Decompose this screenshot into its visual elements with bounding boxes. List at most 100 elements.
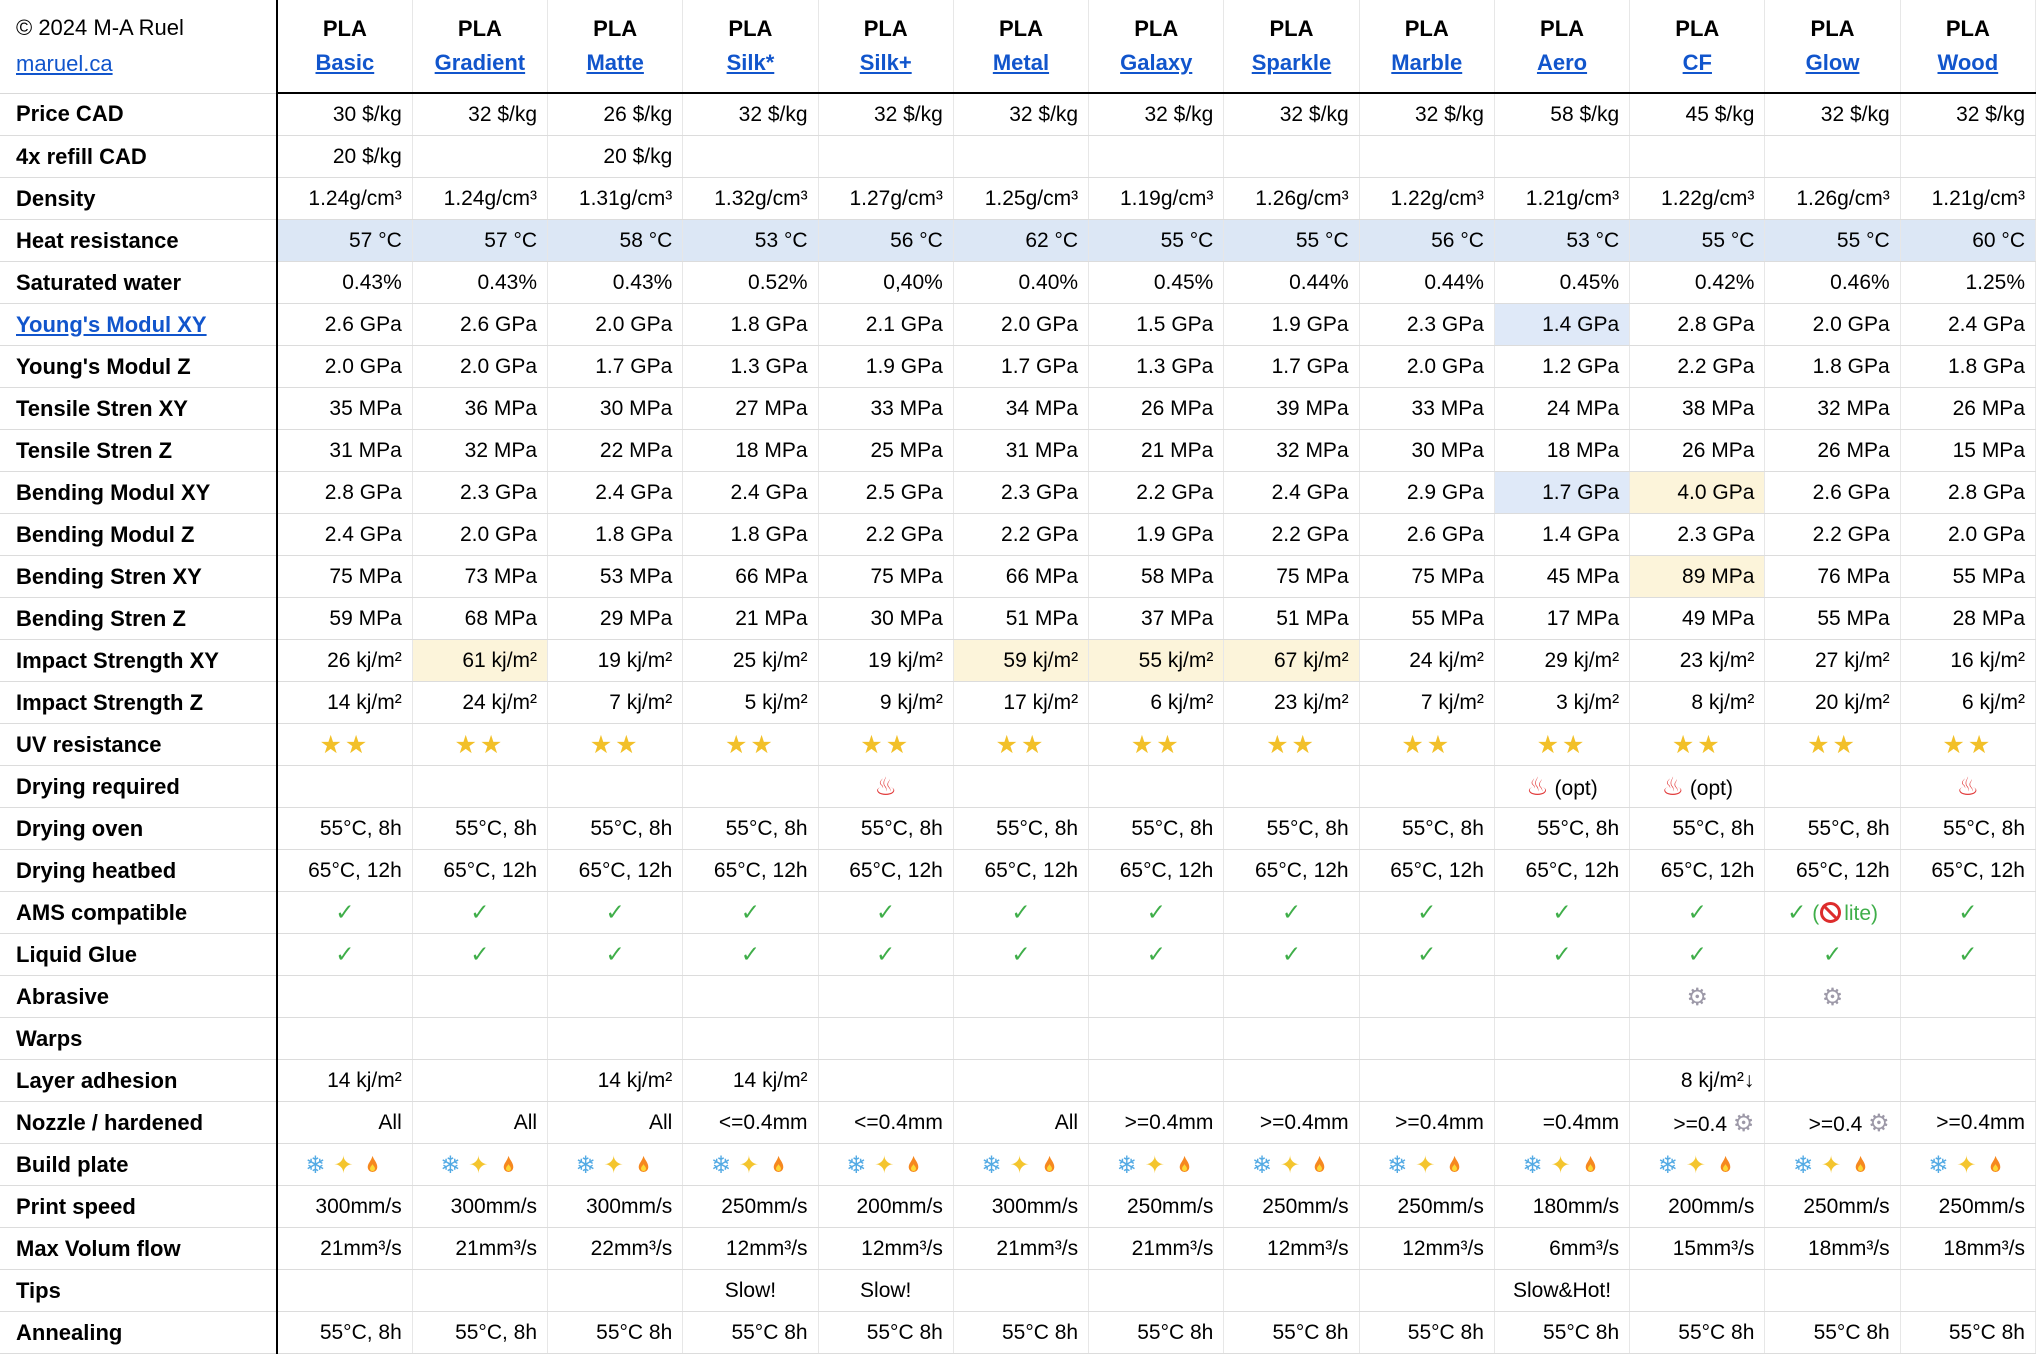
column-header-2-matte: PLA Matte (547, 0, 684, 94)
row-label-link[interactable]: Young's Modul XY (16, 311, 207, 337)
cell-young-s-modul-z-metal: 1.7 GPa (953, 345, 1090, 388)
cell-annealing-cf: 55°C 8h (1629, 1311, 1766, 1354)
row-label-bending-modul-xy: Bending Modul XY (0, 471, 278, 514)
cell-uv-resistance-marble: ★★ (1359, 723, 1495, 766)
cell-drying-heatbed-silk: 65°C, 12h (818, 849, 954, 892)
cell-bending-stren-xy-silk: 66 MPa (682, 555, 819, 598)
cell-build-plate-cf: ❄ ✦ (1629, 1143, 1766, 1186)
cell-young-s-modul-xy-aero: 1.4 GPa (1494, 303, 1631, 346)
cell-tensile-stren-z-glow: 26 MPa (1764, 429, 1901, 472)
cell-drying-required-wood: ♨ (1900, 765, 2036, 808)
cell-print-speed-sparkle: 250mm/s (1223, 1185, 1360, 1228)
row-label-print-speed: Print speed (0, 1185, 278, 1228)
cell-bending-modul-z-cf: 2.3 GPa (1629, 513, 1766, 556)
row-label-impact-strength-z: Impact Strength Z (0, 681, 278, 724)
cell-bending-modul-xy-galaxy: 2.2 GPa (1088, 471, 1225, 514)
cell-impact-strength-xy-aero: 29 kj/m² (1494, 639, 1631, 682)
cell-bending-modul-z-aero: 1.4 GPa (1494, 513, 1631, 556)
cell-warps-basic (277, 1017, 413, 1060)
row-label-drying-oven: Drying oven (0, 807, 278, 850)
column-link-cf[interactable]: CF (1682, 50, 1712, 75)
site-link[interactable]: maruel.ca (16, 51, 113, 77)
table-row-tensile-stren-xy: Tensile Stren XY 35 MPa 36 MPa 30 MPa 27 MPa… (0, 387, 2036, 430)
cell-build-plate-sparkle: ❄ ✦ (1223, 1143, 1360, 1186)
cell-drying-oven-silk: 55°C, 8h (818, 807, 954, 850)
checkmark-icon: ✓ (470, 899, 490, 926)
table-row-tensile-stren-z: Tensile Stren Z 31 MPa 32 MPa 22 MPa 18 MPa 2… (0, 429, 2036, 472)
sparkles-icon: ✦ (468, 1150, 489, 1179)
row-label-young-s-modul-xy[interactable]: Young's Modul XY (0, 303, 278, 346)
column-link-silk[interactable]: Silk* (726, 50, 775, 75)
cell-4x-refill-cad-gradient (412, 135, 549, 178)
cell-price-cad-wood: 32 $/kg (1900, 93, 2036, 136)
cell-print-speed-basic: 300mm/s (277, 1185, 413, 1228)
cell-abrasive-cf: ⚙ (1629, 975, 1766, 1018)
cell-warps-cf (1629, 1017, 1766, 1060)
cell-drying-oven-aero: 55°C, 8h (1494, 807, 1631, 850)
cell-build-plate-silk: ❄ ✦ (818, 1143, 954, 1186)
cell-warps-wood (1900, 1017, 2036, 1060)
cell-layer-adhesion-glow (1764, 1059, 1901, 1102)
cell-impact-strength-z-marble: 7 kj/m² (1359, 681, 1495, 724)
cell-impact-strength-xy-sparkle: 67 kj/m² (1223, 639, 1360, 682)
row-label-layer-adhesion: Layer adhesion (0, 1059, 278, 1102)
cell-drying-required-glow (1764, 765, 1901, 808)
cell-uv-resistance-sparkle: ★★ (1223, 723, 1360, 766)
cell-price-cad-glow: 32 $/kg (1764, 93, 1901, 136)
column-brand: PLA (863, 16, 908, 41)
cell-drying-heatbed-silk: 65°C, 12h (682, 849, 819, 892)
cell-ams-compatible-basic: ✓ (277, 891, 413, 934)
cell-drying-heatbed-sparkle: 65°C, 12h (1223, 849, 1360, 892)
cell-4x-refill-cad-galaxy (1088, 135, 1225, 178)
cell-tensile-stren-z-metal: 31 MPa (953, 429, 1090, 472)
cell-drying-oven-silk: 55°C, 8h (682, 807, 819, 850)
cell-drying-heatbed-galaxy: 65°C, 12h (1088, 849, 1225, 892)
column-brand: PLA (457, 16, 502, 41)
row-label-heat-resistance: Heat resistance (0, 219, 278, 262)
checkmark-icon: ✓ (1281, 899, 1302, 926)
cell-liquid-glue-glow: ✓ (1764, 933, 1901, 976)
column-link-basic[interactable]: Basic (315, 50, 375, 75)
column-link-aero[interactable]: Aero (1536, 50, 1588, 75)
cell-bending-modul-xy-sparkle: 2.4 GPa (1223, 471, 1360, 514)
cell-bending-stren-z-wood: 28 MPa (1900, 597, 2036, 640)
star-icon: ★ (1942, 730, 1968, 759)
cell-tensile-stren-z-matte: 22 MPa (547, 429, 684, 472)
table-row-annealing: Annealing 55°C, 8h 55°C, 8h 55°C 8h 55°C 8h 5… (0, 1311, 2036, 1354)
column-link-wood[interactable]: Wood (1937, 50, 1999, 75)
checkmark-icon: ✓ (1958, 899, 1978, 926)
column-link-galaxy[interactable]: Galaxy (1120, 50, 1193, 75)
cell-tensile-stren-xy-sparkle: 39 MPa (1223, 387, 1360, 430)
snowflake-icon: ❄ (1657, 1150, 1678, 1179)
cell-tensile-stren-z-silk: 25 MPa (818, 429, 954, 472)
header-row: © 2024 M-A Ruel maruel.ca PLA Basic PLA Gra… (0, 0, 2036, 94)
cell-print-speed-galaxy: 250mm/s (1088, 1185, 1225, 1228)
cell-impact-strength-z-matte: 7 kj/m² (547, 681, 684, 724)
cell-bending-stren-z-gradient: 68 MPa (412, 597, 549, 640)
column-brand: PLA (1810, 16, 1855, 41)
snowflake-icon: ❄ (1116, 1150, 1137, 1179)
cell-impact-strength-z-aero: 3 kj/m² (1494, 681, 1631, 724)
column-link-matte[interactable]: Matte (586, 50, 644, 75)
table-row-bending-stren-z: Bending Stren Z 59 MPa 68 MPa 29 MPa 21 MPa 3… (0, 597, 2036, 640)
cell-young-s-modul-z-sparkle: 1.7 GPa (1223, 345, 1360, 388)
column-link-sparkle[interactable]: Sparkle (1251, 50, 1332, 75)
cell-bending-stren-z-basic: 59 MPa (277, 597, 413, 640)
sparkles-icon: ✦ (874, 1150, 895, 1179)
table-row-drying-required: Drying required ♨ ♨ (opt) ♨ (opt) ♨ (0, 765, 2036, 808)
star-icon: ★ (995, 730, 1021, 759)
cell-heat-resistance-silk: 53 °C (682, 219, 819, 262)
column-link-silk[interactable]: Silk+ (859, 50, 912, 75)
column-link-gradient[interactable]: Gradient (434, 50, 526, 75)
column-brand: PLA (1134, 16, 1179, 41)
cell-young-s-modul-xy-silk: 2.1 GPa (818, 303, 954, 346)
column-link-marble[interactable]: Marble (1391, 50, 1463, 75)
snowflake-icon: ❄ (575, 1150, 596, 1179)
cell-liquid-glue-wood: ✓ (1900, 933, 2036, 976)
cell-young-s-modul-z-galaxy: 1.3 GPa (1088, 345, 1225, 388)
cell-tensile-stren-xy-matte: 30 MPa (547, 387, 684, 430)
column-link-metal[interactable]: Metal (992, 50, 1050, 75)
column-header-3-silk: PLA Silk* (682, 0, 819, 94)
cell-impact-strength-z-silk: 5 kj/m² (682, 681, 819, 724)
column-link-glow[interactable]: Glow (1805, 50, 1860, 75)
